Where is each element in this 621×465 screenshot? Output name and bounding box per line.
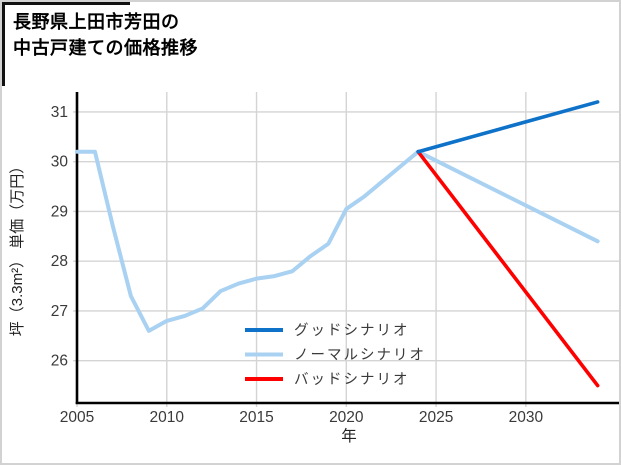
- x-tick-label-2025: 2025: [419, 409, 453, 426]
- border-accent-left: [2, 2, 5, 86]
- y-tick-label-29: 29: [51, 203, 68, 220]
- y-tick-label-31: 31: [51, 104, 68, 121]
- x-tick-label-2015: 2015: [239, 409, 273, 426]
- y-tick-label-30: 30: [51, 154, 69, 171]
- y-tick-label-28: 28: [51, 253, 68, 270]
- series-line-bad-scenario: [416, 149, 600, 388]
- legend-item-good-scenario-label: グッドシナリオ: [294, 322, 410, 339]
- y-tick-label-27: 27: [51, 303, 68, 320]
- series-line-normal-scenario: [75, 149, 600, 333]
- x-tick-label-2010: 2010: [150, 409, 185, 426]
- chart-title-line1: 長野県上田市芳田の: [13, 12, 180, 32]
- legend-item-normal-scenario-label: ノーマルシナリオ: [294, 348, 426, 364]
- y-tick-label-26: 26: [51, 353, 68, 370]
- border-accent-top: [2, 2, 130, 5]
- x-tick-label-2005: 2005: [60, 409, 94, 426]
- legend-item-bad-scenario-label: バッドシナリオ: [294, 372, 410, 388]
- x-axis-label: 年: [341, 427, 357, 445]
- series-line-good-scenario: [416, 100, 600, 154]
- x-tick-label-2020: 2020: [329, 409, 364, 426]
- x-tick-label-2030: 2030: [509, 409, 544, 426]
- y-axis-label: 坪（3.3m²） 単価（万円）: [9, 159, 26, 337]
- chart-title-line2: 中古戸建ての価格推移: [13, 38, 198, 58]
- chart-title: 長野県上田市芳田の 中古戸建ての価格推移: [13, 9, 198, 61]
